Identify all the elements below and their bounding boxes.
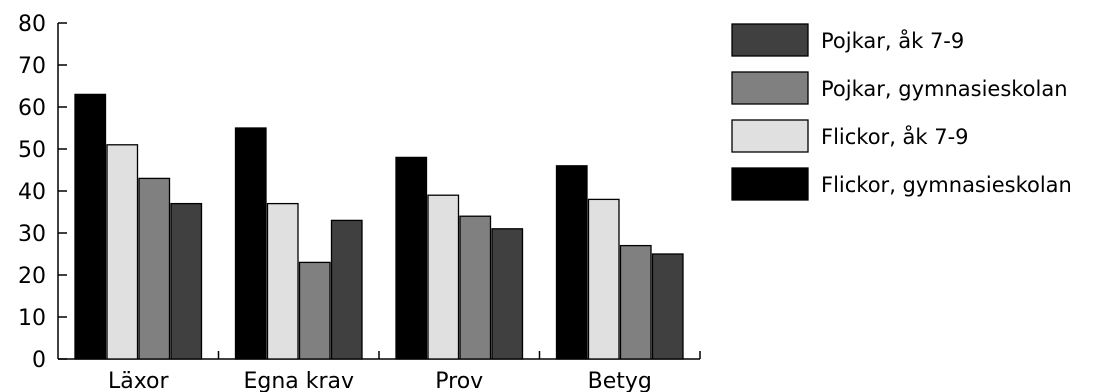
legend-label: Pojkar, gymnasieskolan bbox=[821, 77, 1068, 101]
legend-swatch bbox=[731, 23, 809, 57]
chart-legend: Pojkar, åk 7-9 Pojkar, gymnasieskolan Flic… bbox=[731, 23, 1072, 201]
bar bbox=[266, 202, 299, 360]
bar bbox=[651, 253, 684, 360]
bar bbox=[298, 261, 331, 360]
chart-bars bbox=[74, 93, 684, 360]
legend-label: Flickor, åk 7-9 bbox=[821, 124, 969, 149]
y-tick-label: 20 bbox=[18, 264, 46, 289]
chart-axes: 0 10 20 30 40 50 60 70 80 Läxor Egna krav Prov Betyg bbox=[18, 12, 701, 392]
y-tick-label: 30 bbox=[18, 222, 46, 247]
y-tick-label: 50 bbox=[18, 138, 46, 163]
bar bbox=[170, 202, 203, 360]
bar bbox=[555, 165, 588, 360]
bar bbox=[330, 219, 363, 360]
legend-label: Flickor, gymnasieskolan bbox=[821, 173, 1072, 197]
bar bbox=[106, 144, 139, 360]
bar bbox=[491, 228, 524, 360]
y-tick-label: 70 bbox=[18, 54, 46, 79]
x-category-label: Läxor bbox=[108, 369, 170, 392]
x-category-label: Betyg bbox=[588, 369, 652, 392]
bar bbox=[427, 194, 460, 360]
legend-label: Pojkar, åk 7-9 bbox=[821, 28, 964, 53]
y-tick-label: 0 bbox=[32, 348, 46, 373]
y-tick-label: 40 bbox=[18, 180, 46, 205]
y-tick-label: 10 bbox=[18, 306, 46, 331]
y-tick-label: 60 bbox=[18, 96, 46, 121]
x-category-label: Egna krav bbox=[243, 369, 354, 392]
bar bbox=[619, 244, 652, 360]
bar bbox=[74, 93, 107, 360]
legend-swatch bbox=[731, 71, 809, 105]
legend-swatch bbox=[731, 119, 809, 153]
bar bbox=[587, 198, 620, 360]
x-category-label: Prov bbox=[435, 369, 483, 392]
y-tick-label: 80 bbox=[18, 12, 46, 37]
bar bbox=[138, 177, 171, 360]
bar bbox=[459, 215, 492, 360]
bar bbox=[234, 127, 267, 360]
legend-swatch bbox=[731, 167, 809, 201]
bar bbox=[395, 156, 428, 360]
